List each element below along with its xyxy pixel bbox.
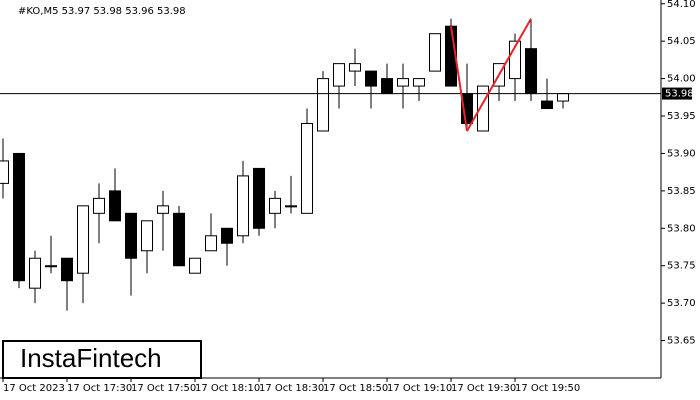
candle-body bbox=[541, 100, 553, 110]
x-tick-label: 17 Oct 19:50 bbox=[515, 383, 580, 394]
candle-body bbox=[157, 205, 169, 214]
candle-body bbox=[413, 78, 425, 87]
candle-body bbox=[285, 205, 297, 208]
candle-body bbox=[125, 212, 137, 259]
y-tick-label: 53.90 bbox=[667, 148, 696, 159]
x-tick-label: 17 Oct 18:10 bbox=[195, 383, 260, 394]
candle-body bbox=[365, 70, 377, 87]
y-tick-label: 54.00 bbox=[667, 74, 696, 85]
candle-body bbox=[525, 48, 537, 95]
x-tick-label: 17 Oct 2023 bbox=[3, 383, 65, 394]
candle-body bbox=[93, 197, 105, 214]
candle-body bbox=[381, 78, 393, 95]
ohlc-label: #KO,M5 53.97 53.98 53.96 53.98 bbox=[18, 6, 186, 17]
current-price-box bbox=[662, 87, 692, 100]
current-price-label: 53.98 bbox=[665, 89, 694, 100]
candle-body bbox=[301, 123, 313, 214]
candle-body bbox=[269, 197, 281, 214]
candle-body bbox=[109, 190, 121, 222]
candle-body bbox=[189, 257, 201, 274]
y-tick-label: 54.05 bbox=[667, 36, 696, 47]
candle-body bbox=[0, 160, 9, 184]
candle-body bbox=[141, 220, 153, 252]
y-tick-label: 53.95 bbox=[667, 111, 696, 122]
candle-body bbox=[221, 227, 233, 244]
candle-body bbox=[61, 257, 73, 282]
y-tick-label: 54.10 bbox=[667, 0, 696, 10]
candle-body bbox=[397, 78, 409, 87]
candle-body bbox=[29, 257, 41, 289]
y-tick-label: 53.75 bbox=[667, 261, 696, 272]
logo-box bbox=[2, 340, 202, 379]
candle-body bbox=[557, 93, 569, 102]
y-tick-label: 53.70 bbox=[667, 298, 696, 309]
pattern-line bbox=[450, 26, 468, 132]
candle-body bbox=[429, 33, 441, 72]
y-tick-label: 53.65 bbox=[667, 336, 696, 347]
x-tick-label: 17 Oct 18:30 bbox=[259, 383, 324, 394]
x-tick-label: 17 Oct 17:30 bbox=[67, 383, 132, 394]
candle-body bbox=[333, 63, 345, 87]
pattern-line bbox=[466, 18, 532, 132]
candle-body bbox=[173, 212, 185, 267]
y-tick-label: 53.80 bbox=[667, 223, 696, 234]
x-tick-label: 17 Oct 19:30 bbox=[451, 383, 516, 394]
candle-body bbox=[317, 78, 329, 132]
candle-body bbox=[349, 63, 361, 72]
candle-body bbox=[205, 235, 217, 252]
candle-body bbox=[45, 265, 57, 268]
y-tick-label: 53.85 bbox=[667, 186, 696, 197]
candle-body bbox=[77, 205, 89, 274]
candle-body bbox=[477, 85, 489, 132]
x-tick-label: 17 Oct 18:50 bbox=[323, 383, 388, 394]
candle-body bbox=[509, 40, 521, 80]
logo: InstaFintech bbox=[20, 343, 162, 373]
candle-body bbox=[253, 167, 265, 229]
x-tick-label: 17 Oct 17:50 bbox=[131, 383, 196, 394]
x-tick-label: 17 Oct 19:10 bbox=[387, 383, 452, 394]
candle-body bbox=[13, 152, 25, 282]
candle-body bbox=[237, 175, 249, 237]
